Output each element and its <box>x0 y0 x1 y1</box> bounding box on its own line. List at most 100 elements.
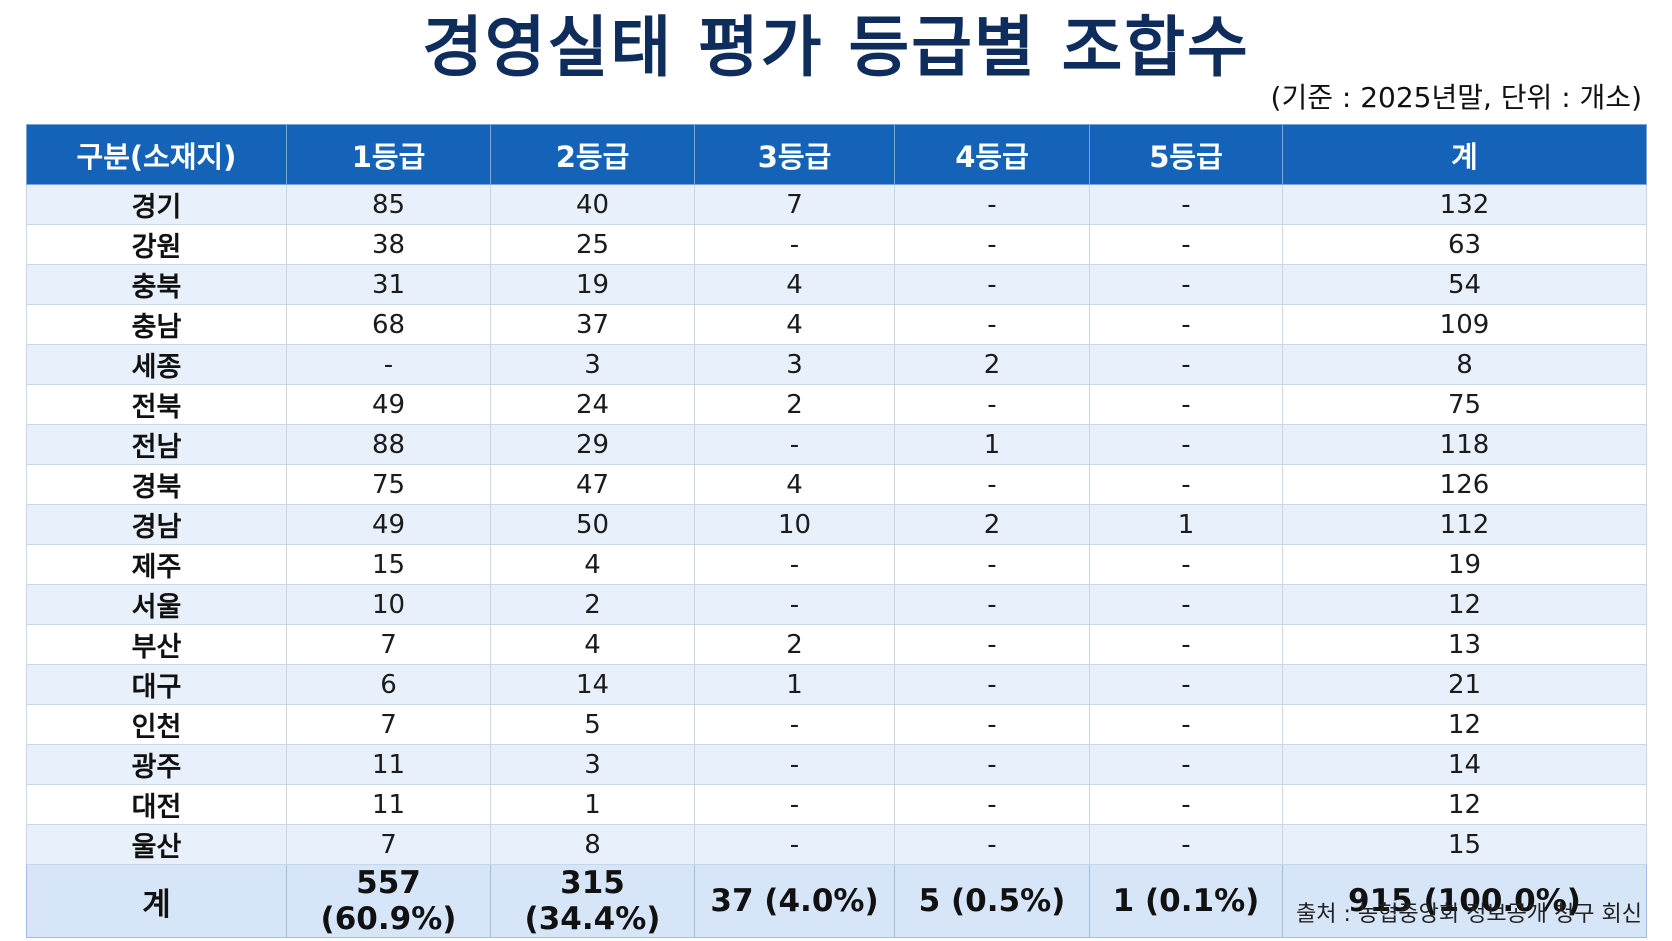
cell-region: 강원 <box>26 224 287 265</box>
cell-total: 12 <box>1282 704 1647 745</box>
cell-total: 12 <box>1282 584 1647 625</box>
cell-region: 경남 <box>26 504 287 545</box>
cell-grade-4: - <box>894 784 1090 825</box>
cell-grade-1: 88 <box>286 424 491 465</box>
cell-grade-4: - <box>894 544 1090 585</box>
table-row: 충북 31 19 4- -54 <box>26 264 1647 305</box>
cell-grade-3: 7 <box>694 184 895 225</box>
cell-grade-3: - <box>694 704 895 745</box>
header-grade-5: 5등급 <box>1089 124 1283 185</box>
table-row: 대구 6 14 1- -21 <box>26 664 1647 705</box>
cell-grade-1: 38 <box>286 224 491 265</box>
cell-grade-4: - <box>894 704 1090 745</box>
cell-total: 112 <box>1282 504 1647 545</box>
cell-grade-1: 10 <box>286 584 491 625</box>
cell-region: 부산 <box>26 624 287 665</box>
cell-grade-5: - <box>1089 824 1283 865</box>
cell-grade-4: - <box>894 624 1090 665</box>
cell-grade-4: - <box>894 584 1090 625</box>
table-row: 울산 7 8- - -15 <box>26 824 1647 865</box>
cell-total: 118 <box>1282 424 1647 465</box>
cell-region: 대구 <box>26 664 287 705</box>
cell-grade-4: - <box>894 384 1090 425</box>
table-row: 강원 38 25- - -63 <box>26 224 1647 265</box>
cell-grade-1: 11 <box>286 784 491 825</box>
table-row: 경남 49 50 10 2 1 112 <box>26 504 1647 545</box>
source-note: 출처 : 농협중앙회 정보공개 청구 회신 <box>1296 902 1642 927</box>
basis-note: (기준 : 2025년말, 단위 : 개소) <box>1270 81 1642 114</box>
total-grade-4: 5 (0.5%) <box>894 864 1090 938</box>
total-label: 계 <box>26 864 287 938</box>
cell-grade-1: - <box>286 344 491 385</box>
table-row: 경북 75 47 4- -126 <box>26 464 1647 505</box>
cell-total: 126 <box>1282 464 1647 505</box>
cell-grade-4: - <box>894 824 1090 865</box>
cell-grade-1: 15 <box>286 544 491 585</box>
cell-total: 15 <box>1282 824 1647 865</box>
cell-grade-3: 2 <box>694 384 895 425</box>
page-title: 경영실태 평가 등급별 조합수 <box>422 9 1250 86</box>
cell-grade-2: 14 <box>490 664 695 705</box>
cell-grade-1: 7 <box>286 624 491 665</box>
cell-grade-2: 47 <box>490 464 695 505</box>
cell-grade-4: 1 <box>894 424 1090 465</box>
cell-grade-4: - <box>894 304 1090 345</box>
cell-grade-5: - <box>1089 664 1283 705</box>
cell-grade-1: 6 <box>286 664 491 705</box>
grade-table-container: 구분(소재지) 1등급 2등급 3등급 4등급 5등급 계 경기 85 40 7- -1… <box>26 124 1647 938</box>
cell-total: 21 <box>1282 664 1647 705</box>
cell-total: 63 <box>1282 224 1647 265</box>
table-row: 부산 7 4 2- -13 <box>26 624 1647 665</box>
cell-grade-1: 68 <box>286 304 491 345</box>
cell-grade-4: - <box>894 464 1090 505</box>
cell-grade-1: 11 <box>286 744 491 785</box>
cell-grade-3: - <box>694 424 895 465</box>
cell-grade-4: - <box>894 664 1090 705</box>
cell-grade-2: 5 <box>490 704 695 745</box>
cell-grade-2: 1 <box>490 784 695 825</box>
cell-grade-5: - <box>1089 264 1283 305</box>
cell-grade-3: 4 <box>694 264 895 305</box>
cell-region: 제주 <box>26 544 287 585</box>
table-row: 광주 11 3- - -14 <box>26 744 1647 785</box>
cell-total: 19 <box>1282 544 1647 585</box>
cell-grade-5: - <box>1089 624 1283 665</box>
header-region: 구분(소재지) <box>26 124 287 185</box>
table-row: 충남 68 37 4- -109 <box>26 304 1647 345</box>
cell-grade-2: 19 <box>490 264 695 305</box>
cell-grade-1: 49 <box>286 384 491 425</box>
cell-region: 충북 <box>26 264 287 305</box>
cell-grade-5: 1 <box>1089 504 1283 545</box>
table-row: 대전 11 1- - -12 <box>26 784 1647 825</box>
cell-grade-5: - <box>1089 784 1283 825</box>
cell-grade-1: 49 <box>286 504 491 545</box>
cell-grade-3: 1 <box>694 664 895 705</box>
cell-grade-1: 85 <box>286 184 491 225</box>
cell-grade-1: 31 <box>286 264 491 305</box>
total-row: 계 557 (60.9%) 315 (34.4%) 37 (4.0%) 5 (0… <box>26 864 1647 938</box>
header-grade-3: 3등급 <box>694 124 895 185</box>
table-header-row: 구분(소재지) 1등급 2등급 3등급 4등급 5등급 계 <box>26 124 1647 185</box>
cell-region: 울산 <box>26 824 287 865</box>
cell-grade-3: 4 <box>694 464 895 505</box>
cell-total: 132 <box>1282 184 1647 225</box>
cell-grade-3: - <box>694 784 895 825</box>
cell-grade-2: 3 <box>490 344 695 385</box>
cell-grade-3: 10 <box>694 504 895 545</box>
cell-grade-1: 7 <box>286 824 491 865</box>
cell-grade-2: 8 <box>490 824 695 865</box>
table-row: 서울 10 2- - -12 <box>26 584 1647 625</box>
cell-region: 전남 <box>26 424 287 465</box>
cell-grade-5: - <box>1089 384 1283 425</box>
cell-grade-4: - <box>894 224 1090 265</box>
total-grade-1: 557 (60.9%) <box>286 864 491 938</box>
cell-grade-2: 4 <box>490 624 695 665</box>
total-grade-2: 315 (34.4%) <box>490 864 695 938</box>
cell-grade-5: - <box>1089 224 1283 265</box>
cell-grade-5: - <box>1089 464 1283 505</box>
cell-region: 광주 <box>26 744 287 785</box>
cell-total: 13 <box>1282 624 1647 665</box>
cell-grade-3: - <box>694 224 895 265</box>
cell-grade-4: 2 <box>894 344 1090 385</box>
cell-grade-3: - <box>694 744 895 785</box>
